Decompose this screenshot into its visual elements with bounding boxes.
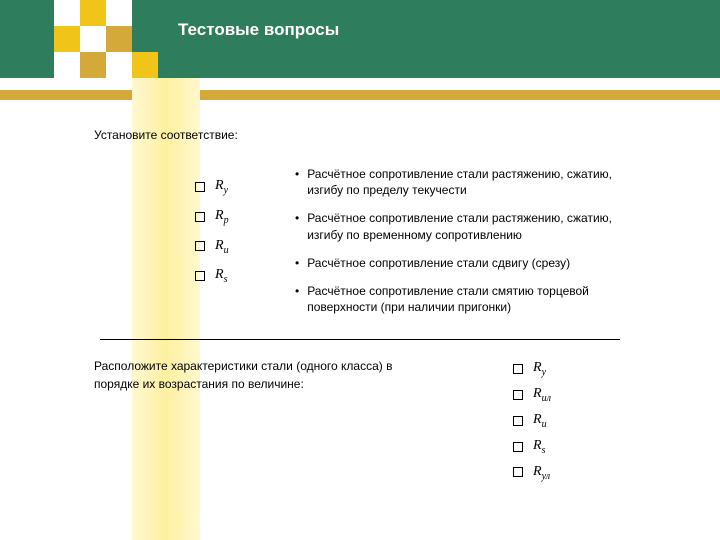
instruction-match: Установите соответствие: <box>94 128 680 142</box>
definitions-column: • Расчётное сопротивление стали растяжен… <box>295 166 650 327</box>
checkbox-icon <box>513 416 523 426</box>
symbol-label: Ry <box>215 178 228 196</box>
slide-header: Тестовые вопросы <box>0 0 720 78</box>
checkbox-icon <box>513 364 523 374</box>
checkbox-icon <box>195 241 205 251</box>
symbol-option[interactable]: Rил <box>513 386 551 404</box>
ordering-block: Расположите характеристики стали (одного… <box>94 358 680 489</box>
symbol-label: Rs <box>215 267 227 285</box>
definition-item: • Расчётное сопротивление стали сдвигу (… <box>295 255 650 271</box>
symbol-option[interactable]: Rи <box>513 412 551 430</box>
symbol-label: Rи <box>215 238 229 256</box>
decorative-squares <box>54 0 158 78</box>
page-title: Тестовые вопросы <box>178 20 339 40</box>
gold-divider-bar <box>0 90 720 100</box>
matching-block: Ry Rp Rи Rs • Расчётное сопротивление ст… <box>195 166 680 327</box>
bullet-icon: • <box>295 166 299 198</box>
definition-item: • Расчётное сопротивление стали растяжен… <box>295 210 650 242</box>
symbol-option[interactable]: Rул <box>513 464 551 482</box>
symbol-label: Rи <box>533 412 547 430</box>
checkbox-icon <box>513 467 523 477</box>
definition-text: Расчётное сопротивление стали растяжению… <box>307 166 650 198</box>
section-divider <box>100 339 620 340</box>
bullet-icon: • <box>295 210 299 242</box>
symbol-label: Rил <box>533 386 551 404</box>
definition-item: • Расчётное сопротивление стали растяжен… <box>295 166 650 198</box>
definition-text: Расчётное сопротивление стали растяжению… <box>307 210 650 242</box>
checkbox-icon <box>195 212 205 222</box>
symbol-option[interactable]: Rи <box>195 238 295 256</box>
symbol-option[interactable]: Ry <box>513 360 551 378</box>
checkbox-icon <box>195 182 205 192</box>
bullet-icon: • <box>295 255 299 271</box>
symbol-label: Rp <box>215 208 229 226</box>
order-symbols-column: Ry Rил Rи Rs Rул <box>513 358 551 489</box>
definition-item: • Расчётное сопротивление стали смятию т… <box>295 283 650 315</box>
checkbox-icon <box>195 271 205 281</box>
checkbox-icon <box>513 390 523 400</box>
definition-text: Расчётное сопротивление стали сдвигу (ср… <box>307 255 570 271</box>
bullet-icon: • <box>295 283 299 315</box>
symbol-option[interactable]: Rs <box>513 438 551 456</box>
content-area: Установите соответствие: Ry Rp Rи Rs • <box>0 110 720 489</box>
symbol-option[interactable]: Rp <box>195 208 295 226</box>
symbol-label: Rул <box>533 464 550 482</box>
definition-text: Расчётное сопротивление стали смятию тор… <box>307 283 650 315</box>
instruction-order: Расположите характеристики стали (одного… <box>94 358 439 489</box>
checkbox-icon <box>513 442 523 452</box>
symbols-column: Ry Rp Rи Rs <box>195 166 295 327</box>
symbol-label: Rs <box>533 438 545 456</box>
symbol-label: Ry <box>533 360 546 378</box>
symbol-option[interactable]: Rs <box>195 267 295 285</box>
symbol-option[interactable]: Ry <box>195 178 295 196</box>
